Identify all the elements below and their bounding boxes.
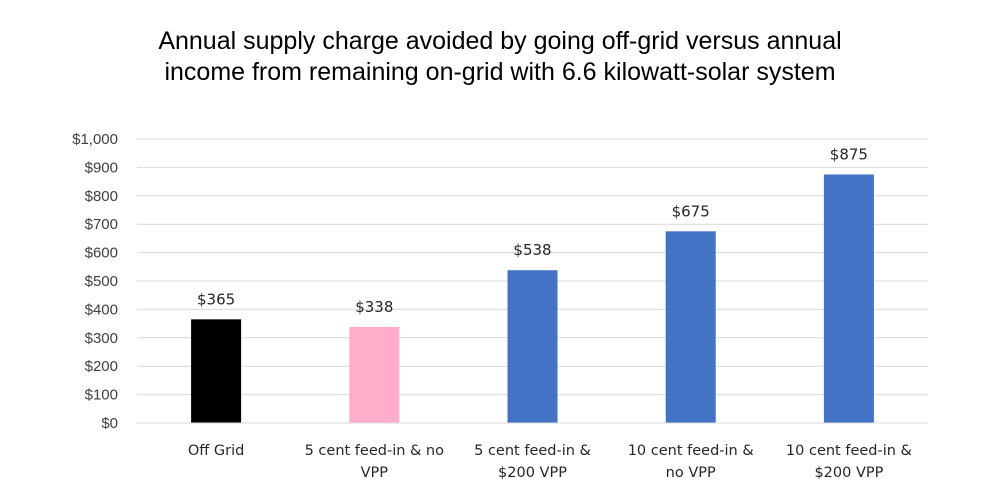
- x-tick-label: no VPP: [666, 465, 716, 481]
- data-label: $365: [197, 290, 235, 308]
- bar: [823, 174, 874, 423]
- y-tick-label: $600: [85, 245, 118, 262]
- x-tick-label: $200 VPP: [814, 465, 883, 481]
- x-tick-label: 5 cent feed-in &: [474, 443, 591, 459]
- bars: [191, 174, 874, 423]
- bar: [349, 327, 400, 423]
- y-tick-label: $1,000: [72, 131, 118, 148]
- x-tick-label: 10 cent feed-in &: [628, 443, 754, 459]
- data-labels: $365 $338 $538 $675 $875: [197, 146, 868, 317]
- chart-title: Annual supply charge avoided by going of…: [0, 26, 1000, 88]
- x-tick-label: $200 VPP: [498, 465, 567, 481]
- data-label: $538: [513, 241, 551, 259]
- x-tick-label: 5 cent feed-in & no: [305, 443, 445, 459]
- chart-title-line-1: Annual supply charge avoided by going of…: [158, 27, 842, 55]
- bar: [665, 231, 716, 423]
- y-tick-label: $0: [101, 415, 118, 432]
- chart-title-line-2: income from remaining on-grid with 6.6 k…: [164, 58, 836, 86]
- bar: [507, 270, 558, 423]
- y-tick-label: $100: [85, 387, 118, 404]
- y-tick-label: $300: [85, 330, 118, 347]
- data-label: $338: [355, 298, 393, 316]
- y-tick-label: $400: [85, 301, 118, 318]
- y-tick-label: $800: [85, 188, 118, 205]
- data-label: $875: [830, 146, 868, 164]
- y-axis-tick-labels: $0 $100 $200 $300 $400 $500 $600 $700 $800 $900 $1…: [72, 131, 118, 432]
- y-tick-label: $500: [85, 273, 118, 290]
- x-tick-label: VPP: [361, 465, 389, 481]
- bar: [191, 319, 242, 423]
- data-label: $675: [672, 202, 710, 220]
- y-tick-label: $700: [85, 216, 118, 233]
- y-tick-label: $200: [85, 358, 118, 375]
- y-tick-label: $900: [85, 159, 118, 176]
- x-tick-label: 10 cent feed-in &: [786, 443, 912, 459]
- x-axis-category-labels: Off Grid 5 cent feed-in & no VPP 5 cent fee…: [188, 443, 912, 481]
- x-tick-label: Off Grid: [188, 443, 244, 459]
